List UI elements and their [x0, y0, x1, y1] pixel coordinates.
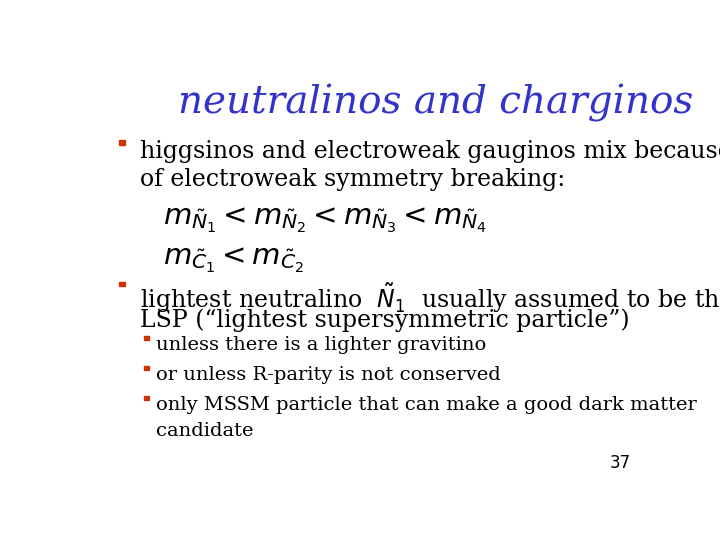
- Text: or unless R-parity is not conserved: or unless R-parity is not conserved: [156, 366, 500, 384]
- Text: lightest neutralino  $\tilde{N}_1$  usually assumed to be the: lightest neutralino $\tilde{N}_1$ usuall…: [140, 281, 720, 315]
- Text: $m_{\tilde{N}_1} < m_{\tilde{N}_2} < m_{\tilde{N}_3} < m_{\tilde{N}_4}$: $m_{\tilde{N}_1} < m_{\tilde{N}_2} < m_{…: [163, 206, 487, 235]
- Text: neutralinos and charginos: neutralinos and charginos: [179, 84, 693, 122]
- Bar: [143, 336, 149, 340]
- Bar: [119, 140, 125, 145]
- Text: $m_{\tilde{C}_1} < m_{\tilde{C}_2}$: $m_{\tilde{C}_1} < m_{\tilde{C}_2}$: [163, 246, 304, 275]
- Text: LSP (“lightest supersymmetric particle”): LSP (“lightest supersymmetric particle”): [140, 309, 630, 333]
- Text: higgsinos and electroweak gauginos mix because: higgsinos and electroweak gauginos mix b…: [140, 140, 720, 163]
- Bar: [119, 282, 125, 286]
- Text: of electroweak symmetry breaking:: of electroweak symmetry breaking:: [140, 167, 565, 191]
- Bar: [143, 396, 149, 400]
- Text: only MSSM particle that can make a good dark matter: only MSSM particle that can make a good …: [156, 396, 696, 414]
- Text: 37: 37: [610, 454, 631, 472]
- Text: unless there is a lighter gravitino: unless there is a lighter gravitino: [156, 336, 486, 354]
- Text: candidate: candidate: [156, 422, 253, 440]
- Bar: [143, 366, 149, 370]
